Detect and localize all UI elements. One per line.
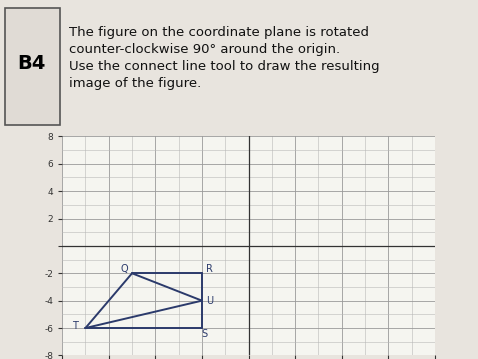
Text: R: R — [206, 264, 212, 274]
FancyBboxPatch shape — [5, 8, 60, 125]
Text: S: S — [201, 329, 207, 339]
Text: U: U — [206, 296, 214, 306]
Text: Q: Q — [120, 264, 128, 274]
Text: The figure on the coordinate plane is rotated
counter-clockwise 90° around the o: The figure on the coordinate plane is ro… — [69, 27, 380, 90]
Text: B4: B4 — [17, 54, 45, 73]
Text: T: T — [72, 321, 78, 331]
